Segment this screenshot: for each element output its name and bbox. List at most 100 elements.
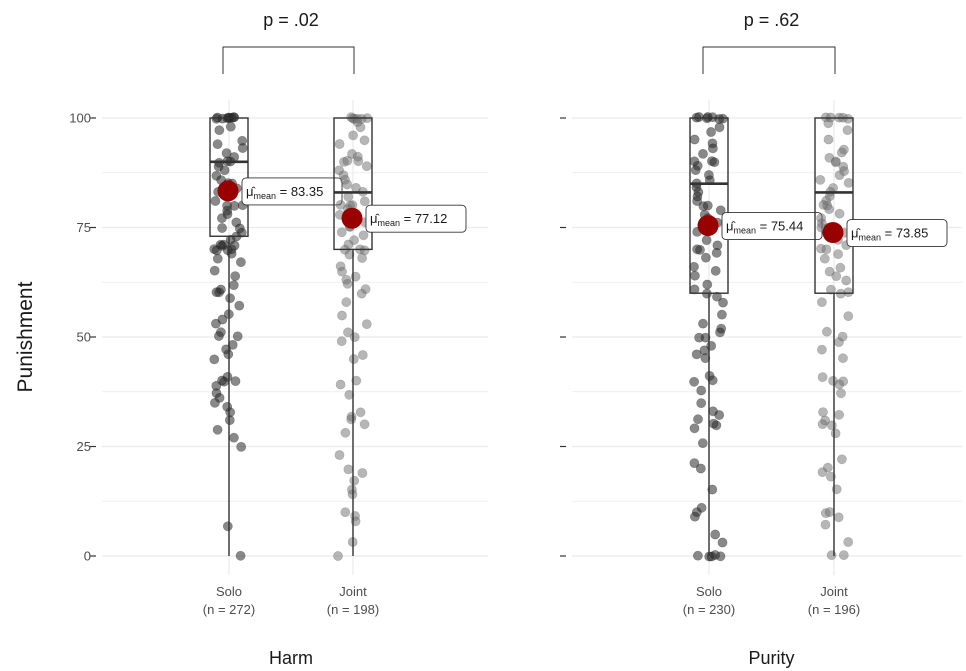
data-point: [819, 253, 830, 264]
data-point: [342, 155, 353, 166]
data-point: [701, 252, 711, 263]
data-point: [717, 537, 728, 548]
data-point: [702, 200, 713, 211]
data-point: [695, 463, 706, 474]
data-point: [227, 339, 238, 350]
data-point: [710, 265, 721, 276]
mean-marker: [341, 207, 363, 229]
data-point: [717, 309, 727, 320]
data-point: [234, 300, 245, 311]
data-point: [222, 521, 233, 532]
facet-label: Purity: [748, 648, 794, 668]
data-point: [817, 297, 827, 308]
data-point: [826, 471, 836, 482]
data-point: [692, 244, 702, 255]
data-point: [817, 467, 828, 477]
significance-bracket: [222, 46, 355, 74]
mean-label-box: [846, 219, 948, 247]
data-point: [698, 148, 708, 159]
data-point: [826, 284, 836, 295]
mean-label: μ̂mean = 73.85: [846, 219, 948, 247]
data-point: [843, 537, 854, 547]
data-point: [351, 375, 362, 386]
data-point: [336, 227, 347, 238]
mean-marker: [217, 180, 239, 202]
panel-purity: Purity p = .62 μ̂mean = 75.44 Solo (n = 230)…: [683, 10, 948, 668]
y-tick-label: 75: [77, 220, 91, 235]
significance-bracket: [702, 46, 836, 74]
data-point: [715, 327, 725, 338]
data-point: [838, 353, 848, 364]
data-point: [349, 332, 360, 342]
data-point: [344, 389, 355, 400]
mean-label-text: μ̂mean = 73.85: [851, 226, 928, 243]
group-joint: μ̂mean = 77.12 Joint (n = 198): [327, 112, 467, 617]
data-point: [834, 170, 845, 180]
x-tick-label: Solo: [696, 584, 722, 599]
data-point: [837, 454, 847, 465]
data-point: [714, 114, 725, 124]
data-point: [337, 310, 347, 321]
data-point: [834, 337, 844, 348]
data-point: [708, 143, 718, 154]
mean-label-box: [365, 204, 467, 233]
data-point: [835, 262, 846, 273]
data-point: [225, 121, 236, 132]
data-point: [232, 331, 243, 342]
data-point: [842, 125, 853, 136]
data-point: [340, 427, 351, 438]
data-point: [359, 135, 370, 146]
group-solo: μ̂mean = 83.35 Solo (n = 272): [203, 112, 343, 617]
data-point: [711, 247, 722, 258]
y-axis-title: Punishment: [14, 281, 37, 392]
data-point: [689, 134, 700, 145]
data-point: [228, 432, 239, 443]
mean-label-text: μ̂mean = 83.35: [246, 184, 323, 201]
data-point: [689, 458, 700, 468]
data-point: [826, 550, 837, 561]
data-point: [230, 376, 241, 386]
data-point: [834, 208, 845, 219]
data-point: [702, 279, 713, 290]
data-point: [693, 414, 703, 425]
mean-marker: [697, 215, 719, 237]
data-point: [353, 156, 364, 166]
data-point: [706, 127, 716, 137]
data-point: [830, 156, 841, 167]
data-point: [689, 261, 699, 272]
data-point: [701, 235, 712, 245]
data-point: [346, 112, 357, 123]
data-point: [843, 177, 854, 188]
data-point: [833, 512, 844, 523]
y-tick-label: 25: [77, 439, 91, 454]
data-point: [335, 199, 346, 210]
data-point: [225, 293, 235, 304]
data-point: [213, 331, 224, 341]
data-point: [689, 376, 699, 387]
data-point: [815, 174, 826, 185]
data-point: [335, 379, 346, 390]
data-point: [333, 551, 343, 561]
x-tick-label: Joint: [820, 584, 848, 599]
data-point: [823, 134, 834, 145]
data-point: [836, 388, 846, 399]
data-point: [224, 415, 235, 425]
x-tick-label: Solo: [216, 584, 242, 599]
data-point: [209, 265, 220, 276]
data-point: [217, 375, 227, 386]
group-solo: μ̂mean = 75.44 Solo (n = 230): [683, 112, 823, 617]
data-point: [212, 424, 223, 435]
data-point: [223, 349, 234, 360]
data-point: [209, 397, 220, 408]
data-point: [219, 165, 230, 176]
group-joint: μ̂mean = 73.85 Joint (n = 196): [808, 112, 948, 617]
data-point: [355, 407, 366, 418]
data-point: [817, 372, 828, 382]
data-point: [706, 551, 717, 562]
data-point: [830, 428, 841, 439]
data-point: [843, 287, 854, 298]
data-point: [358, 230, 369, 241]
